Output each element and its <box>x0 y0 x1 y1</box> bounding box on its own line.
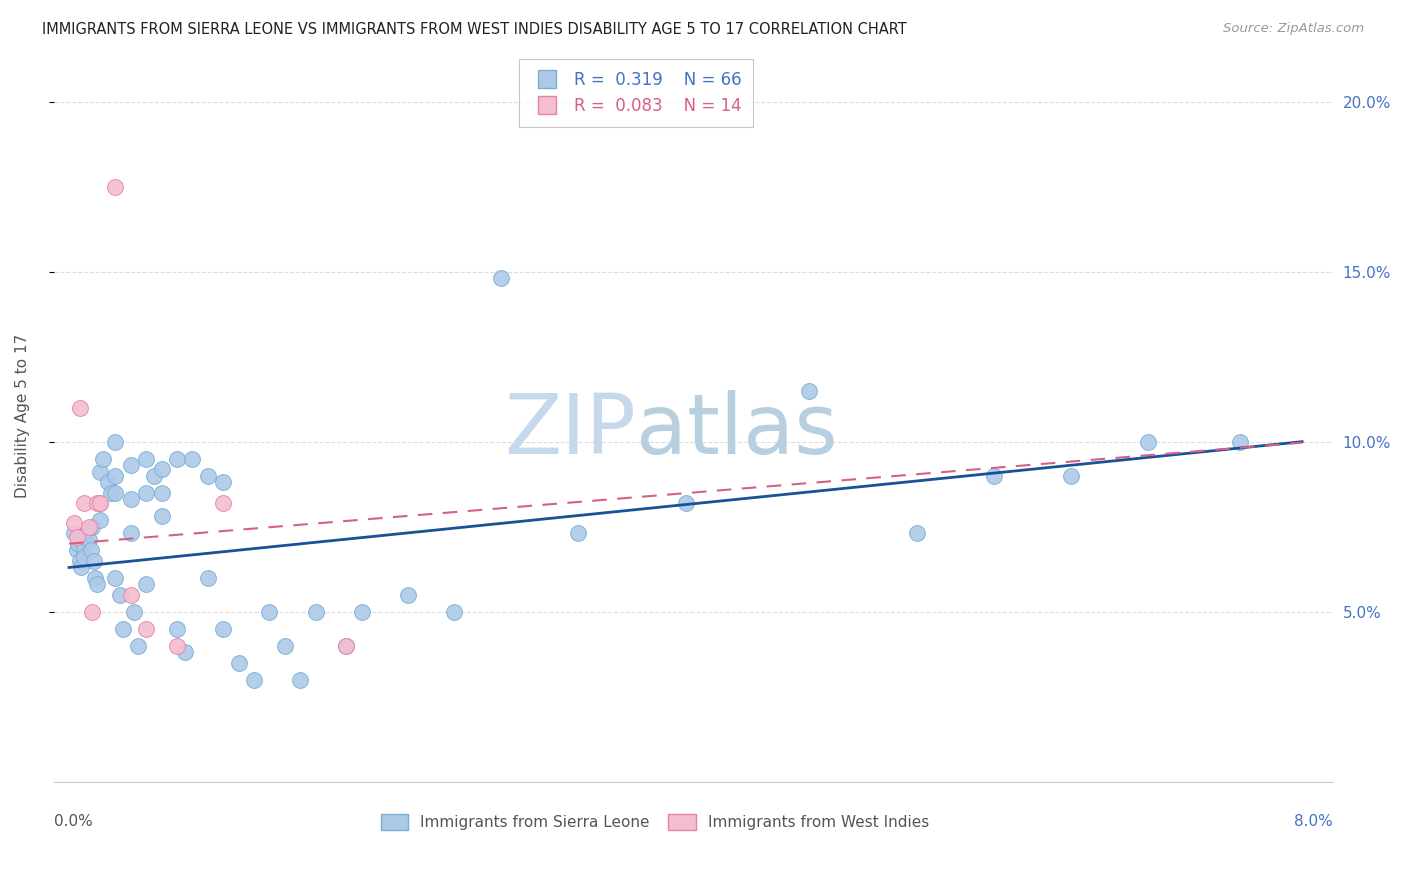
Point <box>73 496 96 510</box>
Point <box>76 523 98 537</box>
Point <box>120 526 142 541</box>
Point <box>89 513 111 527</box>
Point <box>120 492 142 507</box>
Point <box>127 639 149 653</box>
Text: IMMIGRANTS FROM SIERRA LEONE VS IMMIGRANTS FROM WEST INDIES DISABILITY AGE 5 TO : IMMIGRANTS FROM SIERRA LEONE VS IMMIGRAN… <box>42 22 907 37</box>
Point <box>86 577 108 591</box>
Point <box>150 509 173 524</box>
Point <box>983 468 1005 483</box>
Text: 0.0%: 0.0% <box>53 814 93 829</box>
Point <box>228 656 250 670</box>
Point <box>73 540 96 554</box>
Point <box>83 554 105 568</box>
Point <box>1229 434 1251 449</box>
Point <box>905 526 928 541</box>
Point <box>135 485 157 500</box>
Text: 8.0%: 8.0% <box>1294 814 1333 829</box>
Y-axis label: Disability Age 5 to 17: Disability Age 5 to 17 <box>15 334 30 499</box>
Point <box>73 550 96 565</box>
Point <box>443 605 465 619</box>
Point <box>66 543 89 558</box>
Point <box>335 639 357 653</box>
Legend: Immigrants from Sierra Leone, Immigrants from West Indies: Immigrants from Sierra Leone, Immigrants… <box>374 808 935 836</box>
Point <box>70 560 93 574</box>
Point <box>86 496 108 510</box>
Point <box>77 533 100 548</box>
Point <box>142 468 165 483</box>
Point <box>212 622 235 636</box>
Point <box>104 468 127 483</box>
Point <box>69 401 91 415</box>
Point <box>212 496 235 510</box>
Point <box>100 485 122 500</box>
Point <box>104 571 127 585</box>
Point <box>82 605 104 619</box>
Point <box>104 179 127 194</box>
Point <box>197 468 219 483</box>
Point <box>120 588 142 602</box>
Text: Source: ZipAtlas.com: Source: ZipAtlas.com <box>1223 22 1364 36</box>
Point <box>62 516 84 531</box>
Point <box>1060 468 1083 483</box>
Point <box>67 536 90 550</box>
Text: atlas: atlas <box>636 391 838 471</box>
Point <box>243 673 266 687</box>
Point <box>89 465 111 479</box>
Point <box>73 530 96 544</box>
Point <box>89 496 111 510</box>
Point <box>166 639 188 653</box>
Point <box>66 530 89 544</box>
Point <box>304 605 326 619</box>
Point <box>173 645 195 659</box>
Point <box>111 622 134 636</box>
Point <box>675 496 697 510</box>
Point <box>1136 434 1159 449</box>
Point <box>489 271 512 285</box>
Point <box>396 588 419 602</box>
Point <box>108 588 131 602</box>
Point <box>62 526 84 541</box>
Point <box>84 571 107 585</box>
Point <box>104 434 127 449</box>
Point <box>259 605 281 619</box>
Point <box>122 605 145 619</box>
Point <box>96 475 118 490</box>
Point <box>166 622 188 636</box>
Point <box>150 485 173 500</box>
Point <box>166 451 188 466</box>
Text: ZIP: ZIP <box>503 391 636 471</box>
Point <box>89 496 111 510</box>
Point <box>197 571 219 585</box>
Point <box>69 554 91 568</box>
Point <box>274 639 297 653</box>
Point <box>150 462 173 476</box>
Point <box>135 622 157 636</box>
Point <box>91 451 114 466</box>
Point <box>79 543 101 558</box>
Point <box>104 485 127 500</box>
Point <box>335 639 357 653</box>
Point <box>135 451 157 466</box>
Point <box>135 577 157 591</box>
Point <box>77 519 100 533</box>
Point <box>290 673 312 687</box>
Point <box>82 519 104 533</box>
Point <box>567 526 589 541</box>
Point <box>797 384 820 398</box>
Point <box>212 475 235 490</box>
Point <box>350 605 373 619</box>
Point <box>181 451 204 466</box>
Point <box>120 458 142 473</box>
